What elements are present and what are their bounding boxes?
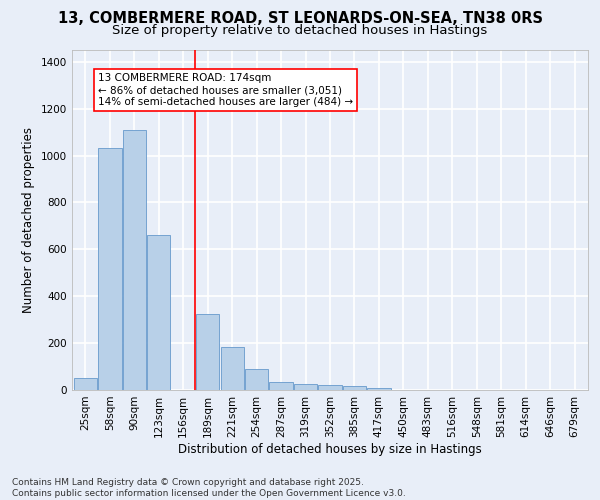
- Bar: [98, 148, 122, 390]
- Text: 13 COMBERMERE ROAD: 174sqm
← 86% of detached houses are smaller (3,051)
14% of s: 13 COMBERMERE ROAD: 174sqm ← 86% of deta…: [98, 74, 353, 106]
- Text: 13, COMBERMERE ROAD, ST LEONARDS-ON-SEA, TN38 0RS: 13, COMBERMERE ROAD, ST LEONARDS-ON-SEA,…: [58, 11, 542, 26]
- X-axis label: Distribution of detached houses by size in Hastings: Distribution of detached houses by size …: [178, 442, 482, 456]
- Bar: [367, 388, 391, 390]
- Bar: [147, 235, 170, 390]
- Bar: [221, 346, 244, 390]
- Bar: [343, 386, 366, 390]
- Bar: [269, 382, 293, 390]
- Y-axis label: Number of detached properties: Number of detached properties: [22, 127, 35, 313]
- Text: Contains HM Land Registry data © Crown copyright and database right 2025.
Contai: Contains HM Land Registry data © Crown c…: [12, 478, 406, 498]
- Bar: [319, 386, 341, 390]
- Bar: [123, 130, 146, 390]
- Bar: [294, 384, 317, 390]
- Bar: [196, 314, 220, 390]
- Bar: [245, 369, 268, 390]
- Text: Size of property relative to detached houses in Hastings: Size of property relative to detached ho…: [112, 24, 488, 37]
- Bar: [74, 378, 97, 390]
